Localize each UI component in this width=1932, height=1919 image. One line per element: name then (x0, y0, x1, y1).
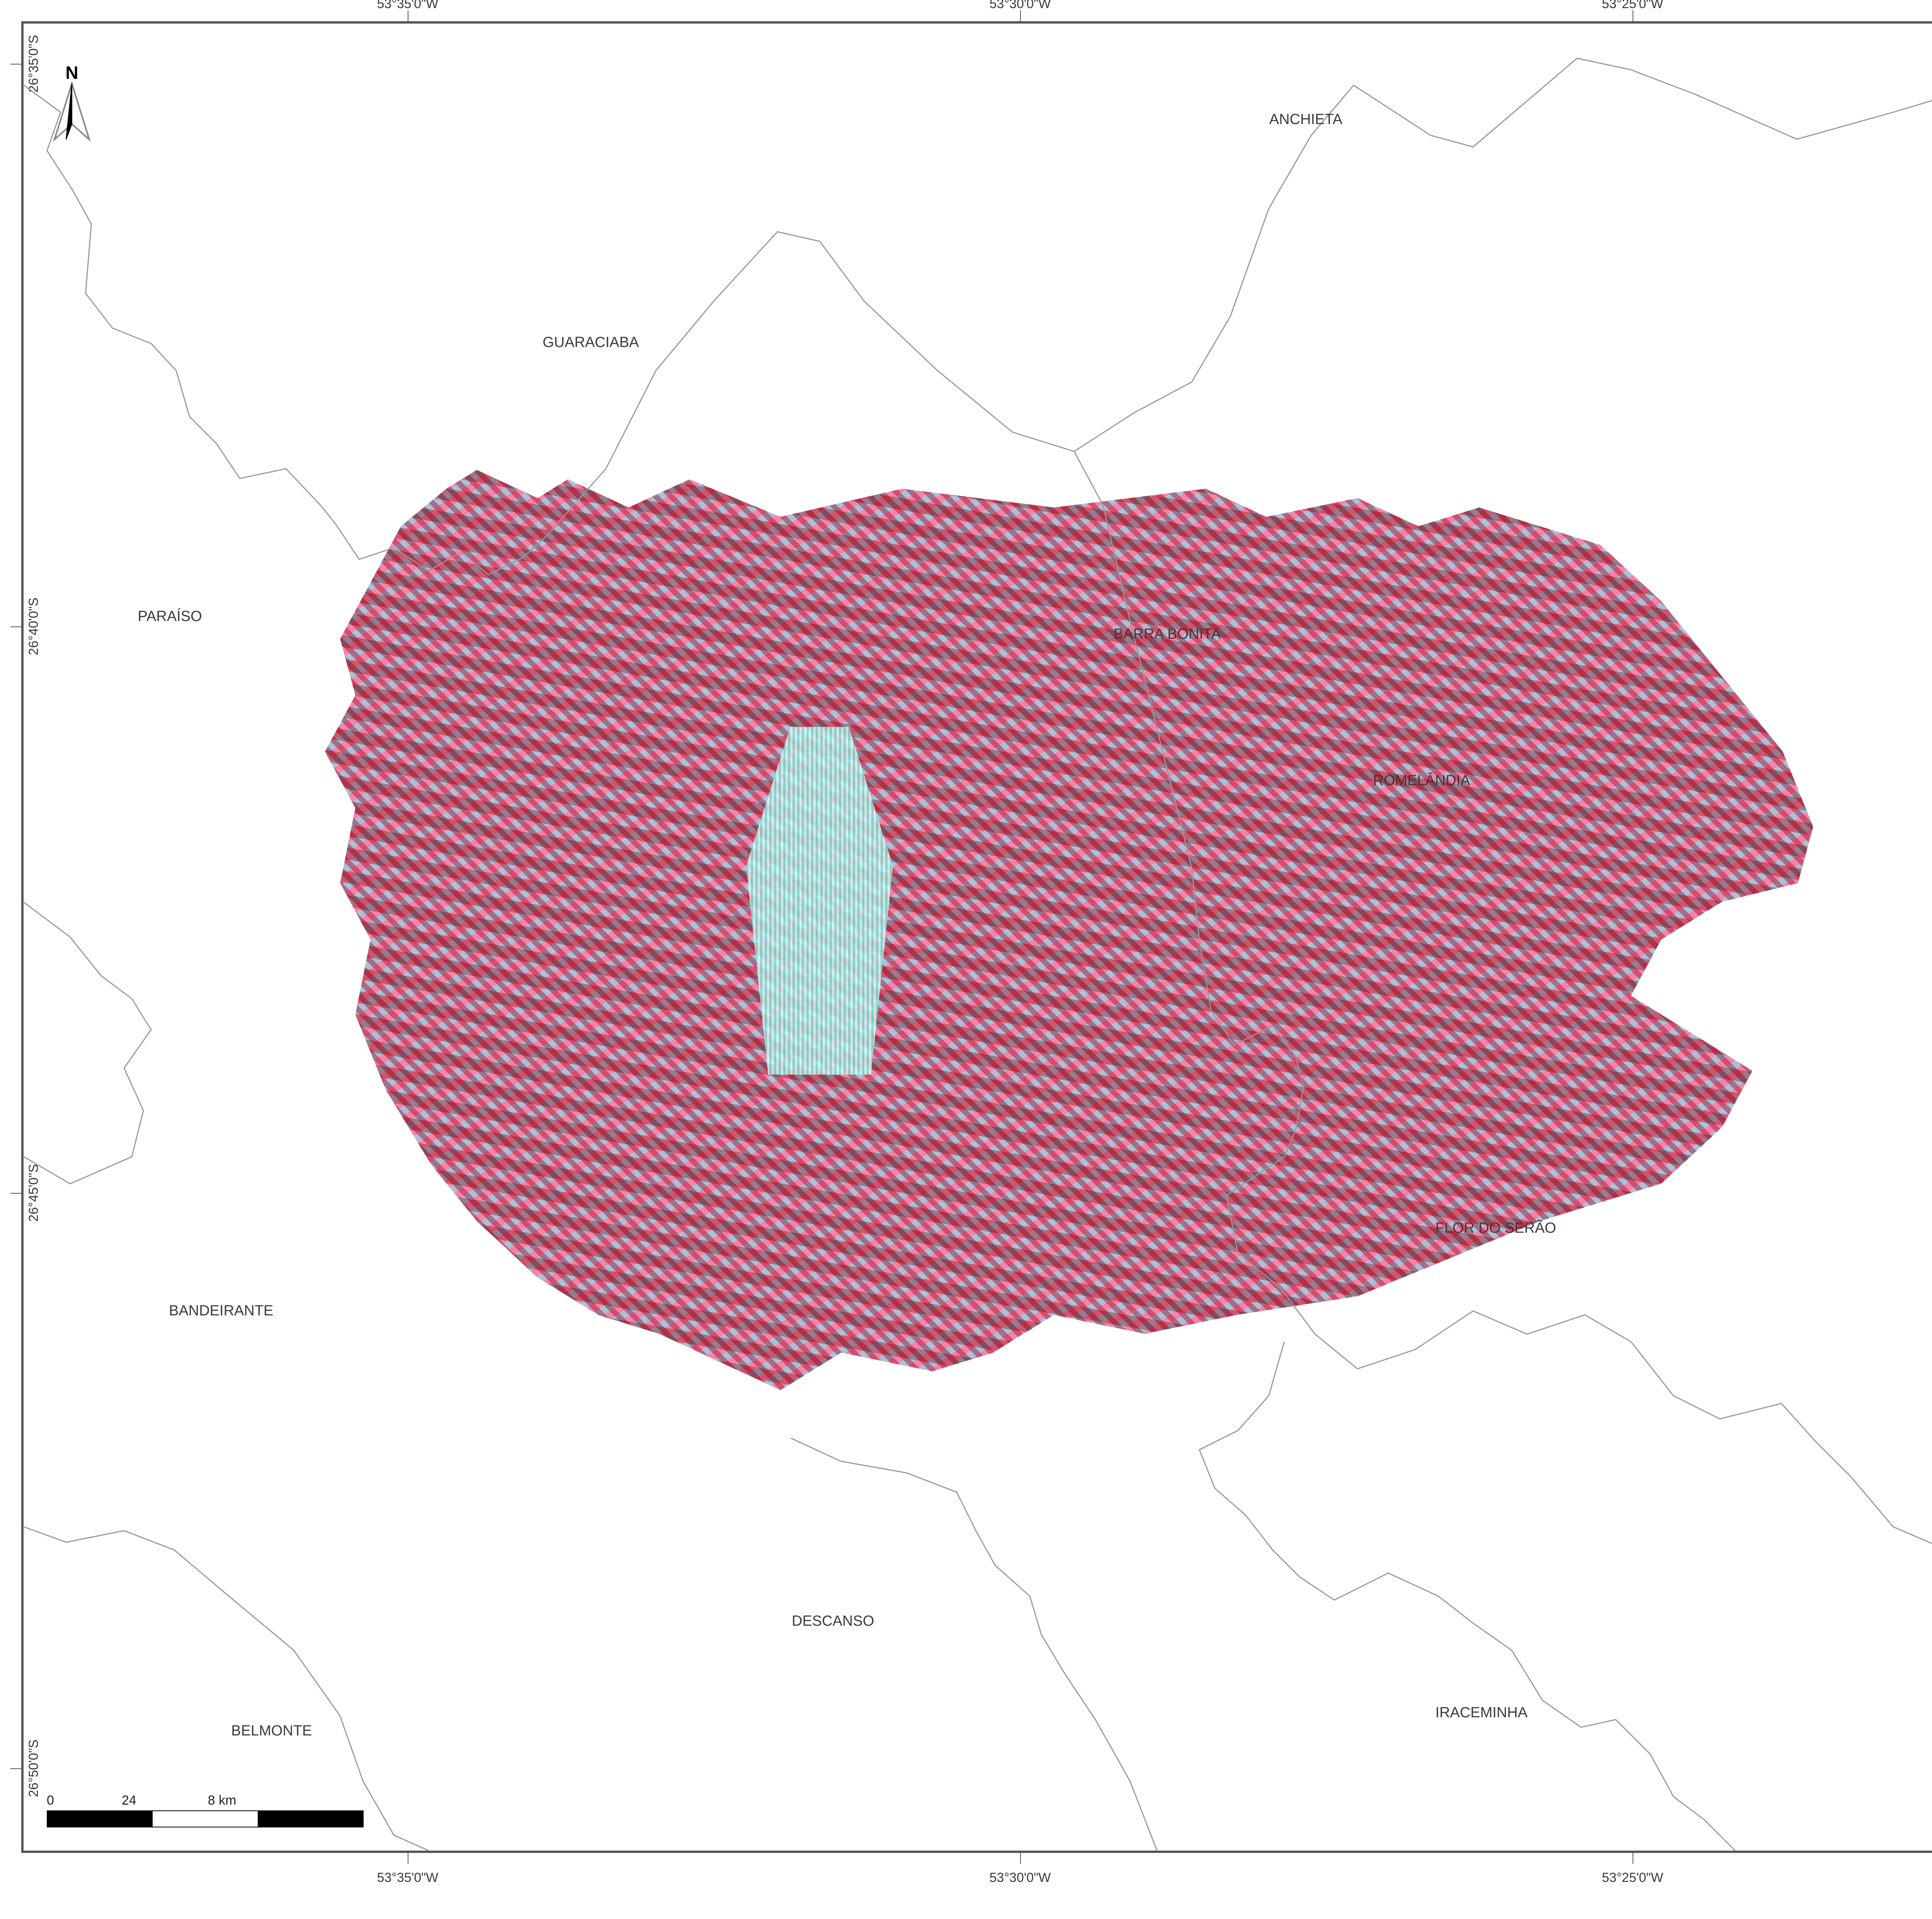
scale-label-0: 0 (47, 1793, 54, 1808)
bottom-tick-label-0: 53°35'0"W (377, 1870, 439, 1885)
bottom-tick-label-1: 53°30'0"W (990, 1870, 1051, 1885)
scale-bar-group: 0 2 4 8 km (47, 1793, 433, 1827)
municipal-boundaries: ANCHIETA GUARACIABA BARRA BONITA PARAÍSO… (24, 24, 1932, 1851)
map-main-frame: 53°35'0"W 53°30'0"W 53°25'0"W 53°20'0"W … (21, 21, 1932, 1853)
municipality-label-guaraciaba: GUARACIABA (543, 334, 639, 351)
municipality-label-paraiso: PARAÍSO (138, 608, 202, 625)
scale-label-4: 4 (129, 1793, 136, 1808)
municipality-label-barrabonita: BARRA BONITA (1114, 626, 1221, 643)
municipality-label-flordosertao: FLOR DO SERÃO (1435, 1220, 1556, 1237)
top-tick-label-0: 53°35'0"W (377, 0, 439, 12)
scale-label-2: 2 (122, 1793, 129, 1808)
scale-label-8: 8 km (208, 1793, 236, 1808)
municipality-label-belmonte: BELMONTE (231, 1723, 312, 1740)
top-tick-label-2: 53°25'0"W (1602, 0, 1663, 12)
top-tick-label-1: 53°30'0"W (990, 0, 1051, 12)
municipality-label-iraceminha: IRACEMINHA (1435, 1705, 1528, 1722)
municipality-label-descanso: DESCANSO (792, 1613, 874, 1630)
bottom-tick-label-2: 53°25'0"W (1602, 1870, 1663, 1885)
municipality-label-bandeirante: BANDEIRANTE (169, 1303, 273, 1320)
municipality-label-romelandia: ROMELÂNDIA (1373, 772, 1470, 789)
municipality-label-anchieta: ANCHIETA (1269, 111, 1342, 128)
scale-bar-visual[interactable] (47, 1810, 364, 1827)
